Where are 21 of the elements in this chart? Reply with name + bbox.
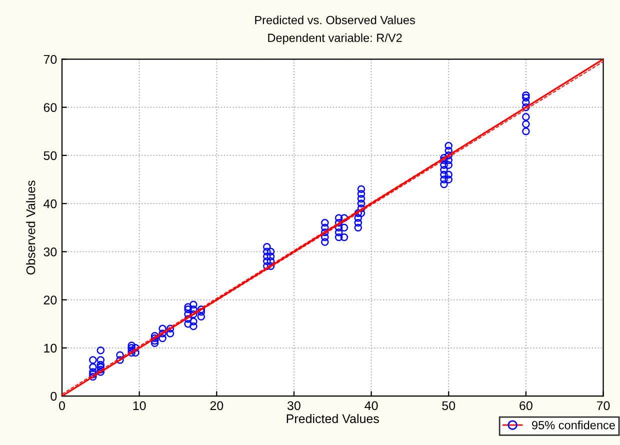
chart-subtitle: Dependent variable: R/V2 [268, 33, 402, 44]
x-tick-label: 50 [442, 401, 456, 410]
y-tick-label: 0 [50, 392, 57, 401]
x-tick-label: 0 [59, 401, 65, 410]
x-tick-label: 10 [133, 401, 146, 410]
y-axis-title: Observed Values [26, 180, 36, 275]
y-tick-label: 70 [44, 54, 57, 64]
y-tick-label: 10 [44, 344, 57, 353]
y-tick-label: 40 [44, 199, 57, 208]
chart-title: Predicted vs. Observed Values [255, 16, 415, 24]
x-axis-title: Predicted Values [286, 414, 379, 424]
legend-label: 95% confidence [532, 420, 615, 430]
x-tick-label: 30 [287, 401, 300, 410]
y-tick-label: 20 [44, 296, 57, 304]
x-tick-label: 60 [520, 401, 532, 410]
y-tick-label: 60 [44, 103, 57, 112]
y-tick-label: 30 [44, 247, 57, 256]
y-tick-label: 50 [44, 151, 57, 160]
x-tick-label: 70 [596, 401, 610, 410]
x-tick-label: 40 [364, 401, 378, 410]
x-tick-label: 20 [210, 401, 224, 410]
